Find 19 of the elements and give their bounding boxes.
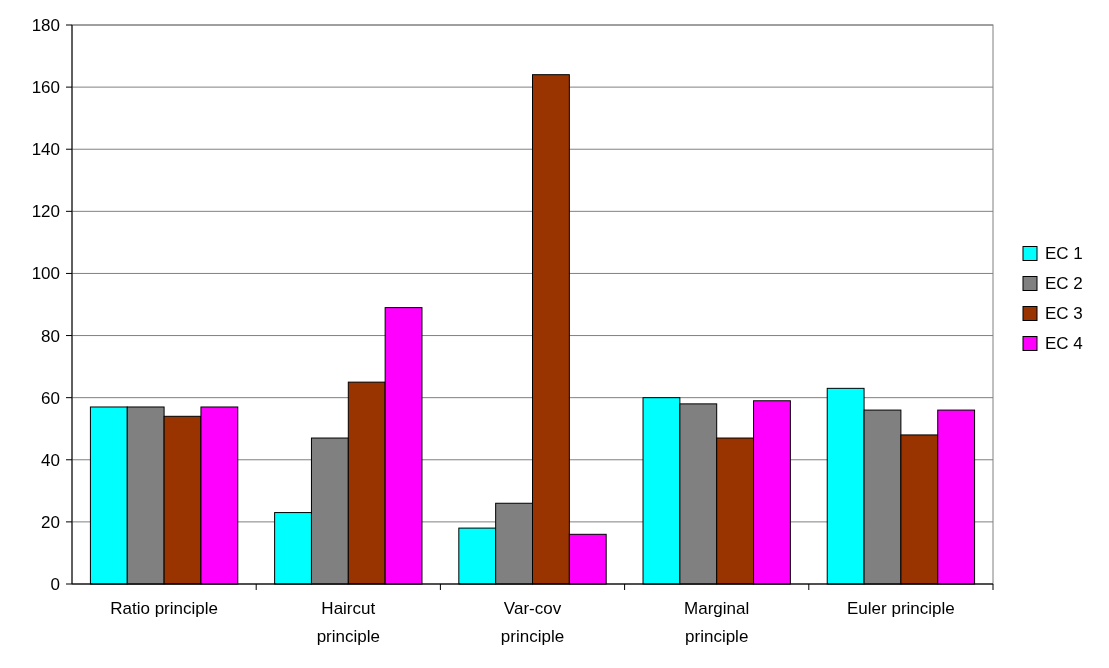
y-tick-label: 120 (31, 202, 60, 222)
y-tick-label: 140 (31, 140, 60, 160)
y-tick-label: 60 (41, 388, 60, 408)
legend-label: EC 2 (1045, 274, 1083, 294)
y-tick-label: 160 (31, 78, 60, 98)
y-tick-label: 0 (50, 574, 60, 594)
legend-label: EC 3 (1045, 304, 1083, 324)
y-tick-label: 100 (31, 264, 60, 284)
y-tick-label: 80 (41, 326, 60, 346)
legend-label: EC 4 (1045, 334, 1083, 354)
y-tick-label: 180 (31, 15, 60, 35)
y-tick-label: 20 (41, 512, 60, 532)
x-tick-label: Ratio principle (110, 599, 218, 618)
legend-label: EC 1 (1045, 244, 1083, 264)
y-tick-label: 40 (41, 450, 60, 470)
x-tick-label: Marginal principle (684, 599, 750, 646)
x-tick-label: Euler principle (847, 599, 955, 618)
x-tick-label: Var-cov principle (500, 599, 565, 646)
x-tick-label: Haircut principle (316, 599, 380, 646)
